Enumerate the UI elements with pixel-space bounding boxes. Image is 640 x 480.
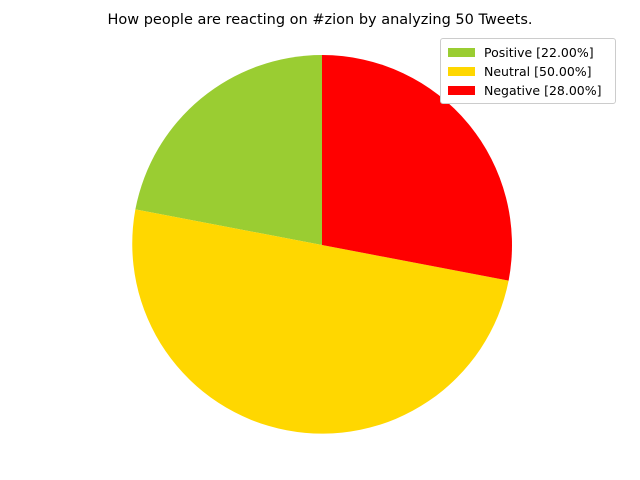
legend-item-negative: Negative [28.00%] — [448, 81, 609, 100]
pie-slice-negative — [322, 55, 512, 281]
legend: Positive [22.00%] Neutral [50.00%] Negat… — [440, 38, 616, 104]
legend-item-neutral: Neutral [50.00%] — [448, 62, 609, 81]
legend-label-neutral: Neutral [50.00%] — [484, 64, 592, 79]
legend-swatch-neutral — [448, 67, 475, 76]
chart-title: How people are reacting on #zion by anal… — [107, 12, 533, 28]
legend-label-positive: Positive [22.00%] — [484, 45, 594, 60]
legend-swatch-positive — [448, 48, 475, 57]
legend-item-positive: Positive [22.00%] — [448, 43, 609, 62]
pie-slice-positive — [135, 55, 322, 245]
pie-slice-neutral — [132, 209, 509, 434]
legend-swatch-negative — [448, 86, 475, 95]
legend-label-negative: Negative [28.00%] — [484, 83, 602, 98]
